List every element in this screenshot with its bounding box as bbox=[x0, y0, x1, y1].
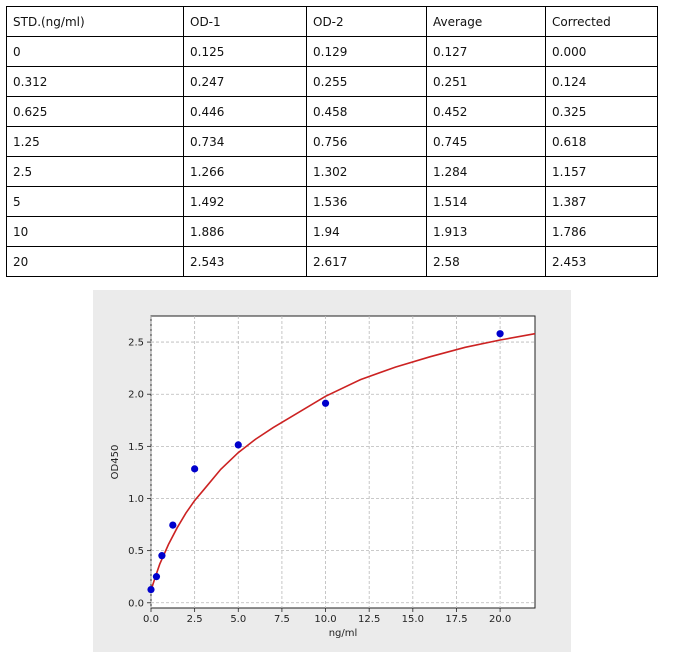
table-row: 5 1.492 1.536 1.514 1.387 bbox=[6, 186, 658, 217]
y-tick-label: 2.0 bbox=[128, 390, 144, 401]
table-header-row: STD.(ng/ml) OD-1 OD-2 Average Corrected bbox=[6, 6, 658, 37]
y-tick-label: 1.0 bbox=[128, 494, 144, 505]
x-tick-label: 5.0 bbox=[230, 614, 246, 625]
x-tick-label: 10.0 bbox=[314, 614, 336, 625]
y-tick-label: 0.5 bbox=[128, 546, 144, 557]
table-cell: 0.625 bbox=[6, 96, 184, 127]
table-cell: 2.58 bbox=[426, 246, 546, 277]
y-tick-label: 2.5 bbox=[128, 338, 144, 349]
table-cell: 2.617 bbox=[306, 246, 427, 277]
table-cell: 20 bbox=[6, 246, 184, 277]
plot-area bbox=[150, 315, 536, 609]
x-axis-label: ng/ml bbox=[329, 628, 358, 639]
data-point bbox=[321, 399, 330, 407]
table-cell: 0.452 bbox=[426, 96, 546, 127]
data-point bbox=[169, 521, 177, 529]
x-tick-label: 2.5 bbox=[187, 614, 203, 625]
table-cell: 0.255 bbox=[306, 66, 427, 97]
table-cell: 0.251 bbox=[426, 66, 546, 97]
table-cell: 0.745 bbox=[426, 126, 546, 157]
table-cell: 0.458 bbox=[306, 96, 427, 127]
table-cell: 1.514 bbox=[426, 186, 546, 217]
table-cell: 5 bbox=[6, 186, 184, 217]
x-tick-label: 20.0 bbox=[489, 614, 511, 625]
table-cell: 0.734 bbox=[183, 126, 307, 157]
table-row: 0.625 0.446 0.458 0.452 0.325 bbox=[6, 96, 658, 127]
table-cell: 2.453 bbox=[545, 246, 658, 277]
column-header: OD-1 bbox=[183, 6, 307, 37]
table-cell: 1.94 bbox=[306, 216, 427, 247]
y-tick-label: 1.5 bbox=[128, 442, 144, 453]
column-header: Corrected bbox=[545, 6, 658, 37]
column-header: Average bbox=[426, 6, 546, 37]
fit-curve bbox=[150, 332, 536, 591]
grid-lines bbox=[150, 316, 535, 608]
table-row: 0 0.125 0.129 0.127 0.000 bbox=[6, 36, 658, 67]
data-point bbox=[152, 573, 161, 581]
table-row: 20 2.543 2.617 2.58 2.453 bbox=[6, 246, 658, 277]
y-tick-label: 0.0 bbox=[128, 598, 144, 609]
table-row: 10 1.886 1.94 1.913 1.786 bbox=[6, 216, 658, 247]
table-cell: 1.157 bbox=[545, 156, 658, 187]
data-points bbox=[147, 330, 504, 594]
data-point bbox=[496, 330, 504, 338]
x-tick-label: 15.0 bbox=[402, 614, 424, 625]
x-axis-ticks: 0.0 2.5 5.0 7.5 10.0 12.5 15.0 17.5 20.0 bbox=[143, 608, 511, 625]
table-cell: 1.786 bbox=[545, 216, 658, 247]
table-cell: 0.125 bbox=[183, 36, 307, 67]
table-cell: 2.543 bbox=[183, 246, 307, 277]
table-cell: 0.129 bbox=[306, 36, 427, 67]
x-tick-label: 7.5 bbox=[274, 614, 290, 625]
data-point bbox=[234, 441, 242, 449]
column-header: STD.(ng/ml) bbox=[6, 6, 184, 37]
standard-curve-table: STD.(ng/ml) OD-1 OD-2 Average Corrected 0 0.12… bbox=[6, 6, 658, 277]
table-cell: 1.266 bbox=[183, 156, 307, 187]
table-cell: 1.284 bbox=[426, 156, 546, 187]
data-point bbox=[191, 465, 199, 473]
x-tick-label: 17.5 bbox=[445, 614, 467, 625]
y-axis-label: OD450 bbox=[110, 445, 121, 480]
y-axis-ticks: 0.0 0.5 1.0 1.5 2.0 2.5 bbox=[128, 338, 151, 609]
data-point bbox=[147, 585, 155, 594]
data-point bbox=[158, 552, 166, 560]
x-tick-label: 12.5 bbox=[358, 614, 380, 625]
x-tick-label: 0.0 bbox=[143, 614, 159, 625]
